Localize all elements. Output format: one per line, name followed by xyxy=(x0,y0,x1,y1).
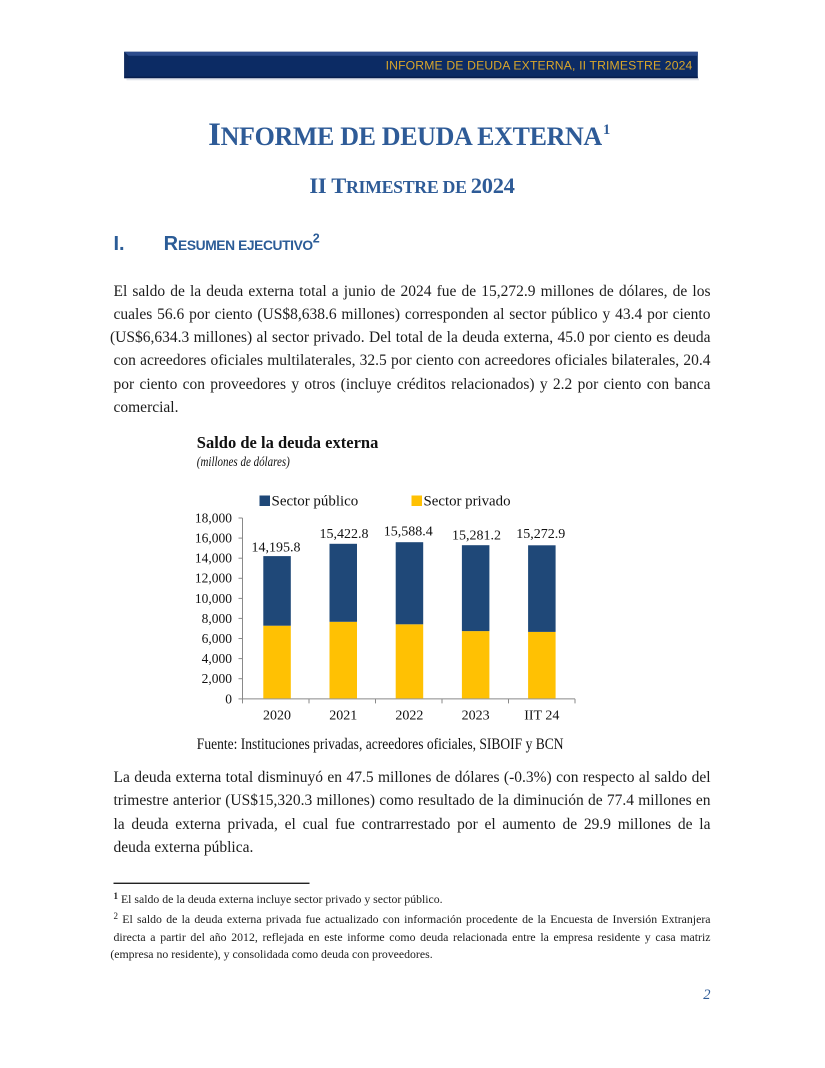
svg-text:14,000: 14,000 xyxy=(195,551,232,566)
svg-text:15,281.2: 15,281.2 xyxy=(452,528,501,543)
svg-text:1: 1 xyxy=(603,122,610,138)
svg-text:14,195.8: 14,195.8 xyxy=(252,541,301,556)
svg-text:Saldo de la deuda externa: Saldo de la deuda externa xyxy=(197,433,379,452)
svg-text:12,000: 12,000 xyxy=(195,571,232,586)
svg-text:6,000: 6,000 xyxy=(202,631,233,646)
svg-text:8,000: 8,000 xyxy=(202,611,233,626)
svg-text:2021: 2021 xyxy=(329,709,357,724)
svg-text:2,000: 2,000 xyxy=(202,671,233,686)
svg-text:RESUMEN EJECUTIVO2: RESUMEN EJECUTIVO2 xyxy=(164,231,320,255)
svg-text:16,000: 16,000 xyxy=(195,531,232,546)
svg-text:0: 0 xyxy=(225,691,232,706)
svg-text:Sector público: Sector público xyxy=(272,493,359,509)
svg-text:INFORME DE DEUDA EXTERNA: INFORME DE DEUDA EXTERNA xyxy=(208,117,602,153)
svg-text:18,000: 18,000 xyxy=(195,510,232,525)
svg-text:2020: 2020 xyxy=(263,709,291,724)
svg-text:2023: 2023 xyxy=(462,709,490,724)
svg-text:I.: I. xyxy=(114,233,125,255)
svg-text:II TRIMESTRE DE 2024: II TRIMESTRE DE 2024 xyxy=(309,173,514,198)
svg-text:4,000: 4,000 xyxy=(202,651,233,666)
svg-text:INFORME DE DEUDA EXTERNA, II T: INFORME DE DEUDA EXTERNA, II TRIMESTRE 2… xyxy=(386,58,693,72)
svg-text:10,000: 10,000 xyxy=(195,591,232,606)
svg-text:15,588.4: 15,588.4 xyxy=(384,525,433,540)
svg-text:2022: 2022 xyxy=(395,709,423,724)
svg-text:15,272.9: 15,272.9 xyxy=(516,527,565,542)
svg-text:15,422.8: 15,422.8 xyxy=(320,527,369,542)
svg-text:IIT 24: IIT 24 xyxy=(524,709,559,724)
svg-text:2: 2 xyxy=(703,987,710,1003)
svg-text:(millones de dólares): (millones de dólares) xyxy=(197,455,290,470)
svg-text:Fuente: Instituciones privadas: Fuente: Instituciones privadas, acreedor… xyxy=(197,736,564,753)
svg-text:Sector privado: Sector privado xyxy=(424,493,511,509)
